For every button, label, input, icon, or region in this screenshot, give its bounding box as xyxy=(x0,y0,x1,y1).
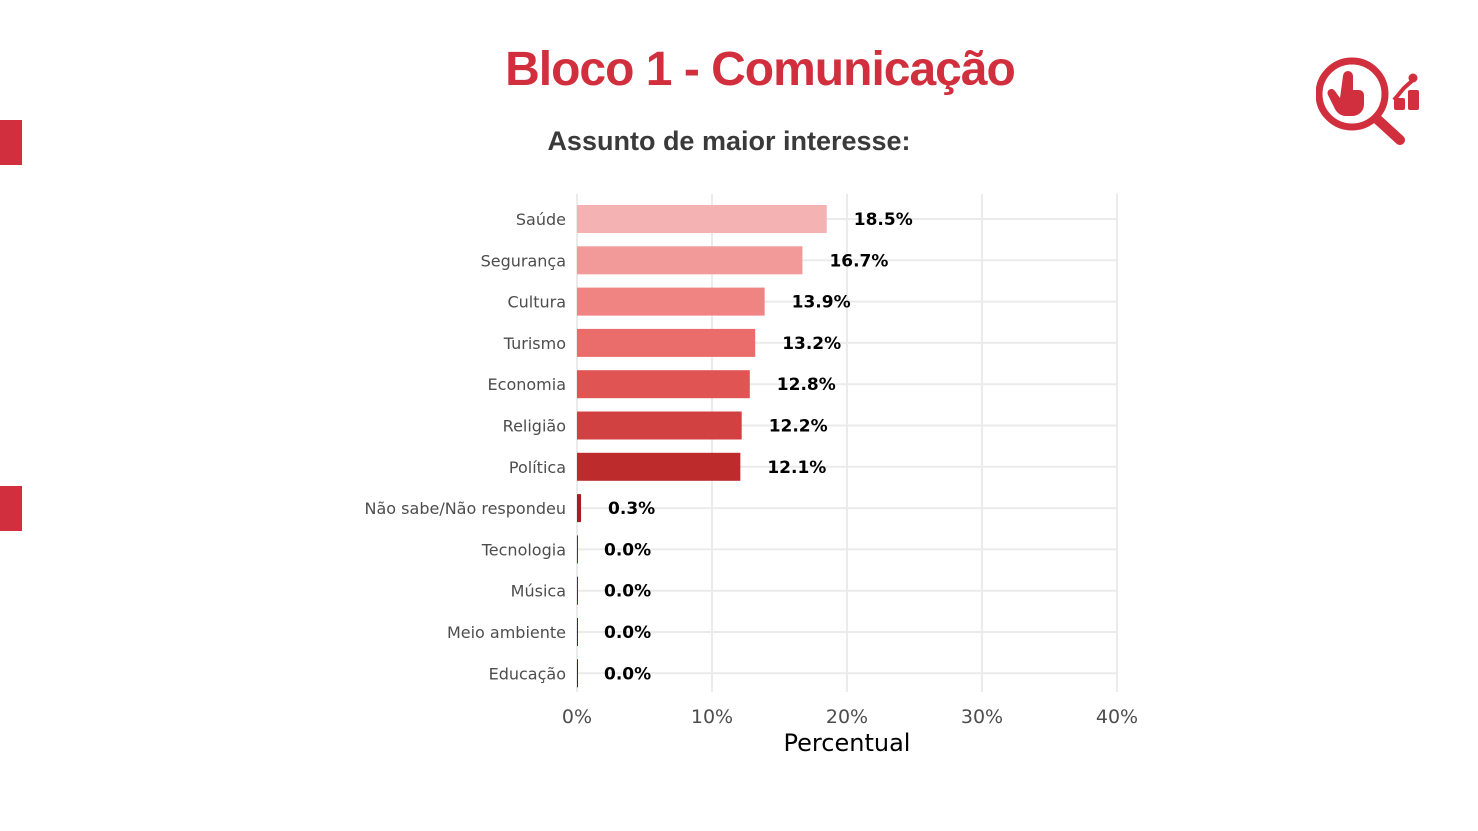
bar xyxy=(577,535,578,564)
x-tick-label: 10% xyxy=(691,706,733,728)
x-tick-label: 0% xyxy=(562,706,592,728)
bar xyxy=(577,246,803,275)
bar xyxy=(577,287,765,316)
data-label: 0.0% xyxy=(604,623,651,643)
chart-title: Assunto de maior interesse: xyxy=(547,126,911,156)
side-accent-tab-bottom xyxy=(0,486,22,531)
category-label: Não sabe/Não respondeu xyxy=(365,499,566,518)
bar xyxy=(577,328,756,357)
bar xyxy=(577,494,582,523)
chart-bars xyxy=(577,205,827,688)
side-accent-tab-top xyxy=(0,120,22,165)
category-label: Música xyxy=(511,582,566,601)
page-title: Bloco 1 - Comunicação xyxy=(505,43,1016,96)
bar xyxy=(577,618,578,646)
x-tick-label: 30% xyxy=(961,706,1003,728)
category-label: Meio ambiente xyxy=(447,623,566,642)
data-label: 12.8% xyxy=(777,375,836,395)
bar xyxy=(577,411,742,440)
bar xyxy=(577,205,827,233)
x-tick-label: 20% xyxy=(826,706,868,728)
data-label: 0.0% xyxy=(604,582,651,602)
category-label: Religião xyxy=(503,417,566,436)
category-label: Cultura xyxy=(507,293,566,312)
bar xyxy=(577,659,578,688)
x-tick-label: 40% xyxy=(1096,706,1138,728)
data-label: 13.9% xyxy=(792,293,851,313)
category-label: Economia xyxy=(488,375,566,394)
category-label: Saúde xyxy=(516,210,566,229)
category-label: Política xyxy=(509,458,566,477)
x-axis-title: Percentual xyxy=(784,729,911,757)
data-label: 18.5% xyxy=(854,210,913,230)
category-label: Educação xyxy=(489,664,566,683)
category-label: Segurança xyxy=(481,251,566,270)
data-label: 12.1% xyxy=(767,458,826,478)
chart-labels: 0% 10% 20% 30% 40% Saúde 18.5% Segurança 16.7% Cu… xyxy=(365,210,1139,728)
data-label: 0.3% xyxy=(608,499,655,519)
data-label: 16.7% xyxy=(829,251,888,271)
data-label: 13.2% xyxy=(782,334,841,354)
bar xyxy=(577,576,578,605)
data-label: 0.0% xyxy=(604,664,651,684)
bar xyxy=(577,452,741,481)
category-label: Turismo xyxy=(503,334,566,353)
data-label: 12.2% xyxy=(769,417,828,437)
bar xyxy=(577,370,750,399)
search-analytics-icon xyxy=(1316,57,1419,145)
data-label: 0.0% xyxy=(604,540,651,560)
category-label: Tecnologia xyxy=(481,540,566,559)
